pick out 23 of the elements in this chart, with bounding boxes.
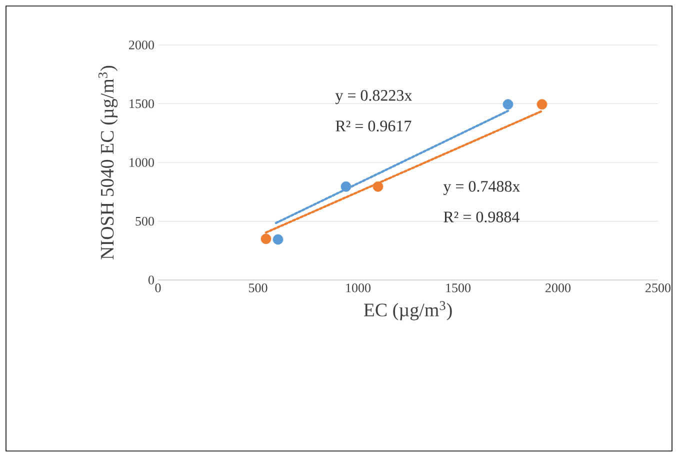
annotation: y = 0.7488x <box>443 180 520 196</box>
y-tick-label: 1000 <box>130 158 154 167</box>
y-tick-label: 1500 <box>130 99 154 108</box>
y-tick-label: 0 <box>148 276 154 284</box>
x-axis-title: EC (µg/m$^{3}$) <box>364 301 452 320</box>
point <box>340 181 352 192</box>
point <box>536 99 548 110</box>
annotation: R² = 0.9617 <box>336 120 412 132</box>
y-tick-label: 2000 <box>129 40 154 50</box>
x-tick-label: 1000 <box>346 284 371 292</box>
annotation: R² = 0.9884 <box>444 212 520 222</box>
y-tick-label: 500 <box>136 216 154 226</box>
x-tick-label: 0 <box>155 284 161 292</box>
point <box>502 99 514 110</box>
point <box>372 181 384 192</box>
x-tick-label: 2500 <box>646 284 671 292</box>
point <box>272 234 284 245</box>
x-tick-label: 2000 <box>546 284 571 292</box>
x-tick-label: 1500 <box>446 284 471 292</box>
annotation: y = 0.8223x <box>335 90 412 104</box>
point <box>260 234 272 244</box>
y-axis-title: NIOSH 5040 EC (µg/m$^{3}$) <box>98 66 118 260</box>
x-tick-label: 500 <box>249 284 268 292</box>
